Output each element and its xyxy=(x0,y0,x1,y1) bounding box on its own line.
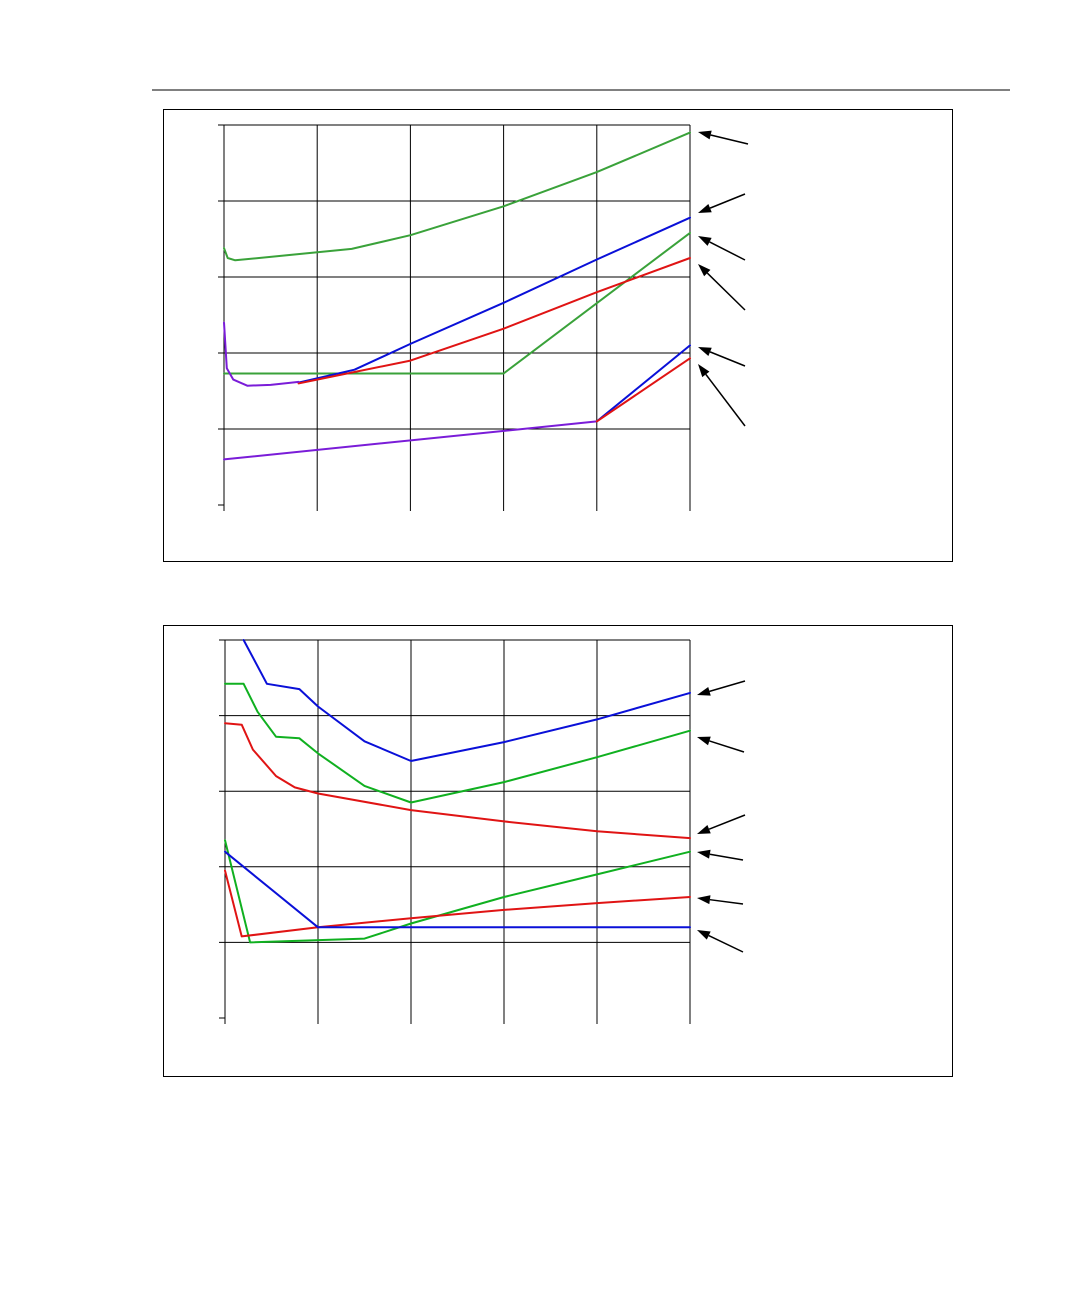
chart-2-arrow-2-head xyxy=(697,825,711,834)
chart-1-arrow-0-shaft xyxy=(710,134,749,145)
chart-2-arrow-0-shaft xyxy=(709,680,746,693)
chart-2-frame xyxy=(163,625,953,1077)
chart-2-series-5-blue-line xyxy=(224,850,691,929)
chart-2-arrow-3-shaft xyxy=(709,853,744,861)
chart-1-series-6-blue-line xyxy=(595,344,691,423)
chart-1-arrow-5-head xyxy=(698,364,710,378)
chart-1-frame xyxy=(163,109,953,562)
chart-1-series-5-purple-line xyxy=(223,420,598,461)
chart-2-series-3-bright_green-line xyxy=(224,839,691,944)
chart-1-series-4-purple-line xyxy=(223,321,300,387)
chart-1-arrow-1-shaft xyxy=(709,193,746,209)
chart-1-arrow-3-head xyxy=(698,264,711,277)
chart-1-arrow-1-head xyxy=(698,203,712,213)
chart-1-series-2-blue-line xyxy=(297,216,691,384)
chart-2-arrow-0-head xyxy=(697,687,711,696)
chart-2-series-2-red-line xyxy=(224,722,691,840)
chart-2-series-4-red-line xyxy=(224,869,691,938)
chart-2 xyxy=(219,639,746,1024)
chart-2-arrow-2-shaft xyxy=(708,814,746,830)
chart-1 xyxy=(218,124,749,511)
chart-2-arrow-1-shaft xyxy=(709,740,745,753)
chart-1-arrow-5-shaft xyxy=(705,373,746,427)
chart-2-arrow-3-head xyxy=(697,849,711,859)
chart-2-arrow-5-shaft xyxy=(708,934,744,953)
chart-1-arrow-4-shaft xyxy=(709,351,746,367)
chart-2-arrow-4-head xyxy=(697,895,711,905)
chart-2-arrow-1-head xyxy=(697,736,711,746)
chart-1-arrow-2-head xyxy=(698,236,712,246)
chart-1-arrow-3-shaft xyxy=(706,272,746,311)
chart-2-arrow-4-shaft xyxy=(709,898,744,905)
chart-1-arrow-0-head xyxy=(698,130,712,140)
chart-2-arrow-5-head xyxy=(697,930,711,940)
chart-1-series-3-red-line xyxy=(297,257,691,385)
chart-1-series-0-green-line xyxy=(223,131,691,262)
chart-2-series-1-bright_green-line xyxy=(224,682,691,804)
chart-2-series-0-blue-line xyxy=(242,639,691,762)
chart-1-arrow-2-shaft xyxy=(709,241,746,261)
chart-1-arrow-4-head xyxy=(698,347,712,357)
chart-1-series-7-red-line xyxy=(595,357,691,423)
